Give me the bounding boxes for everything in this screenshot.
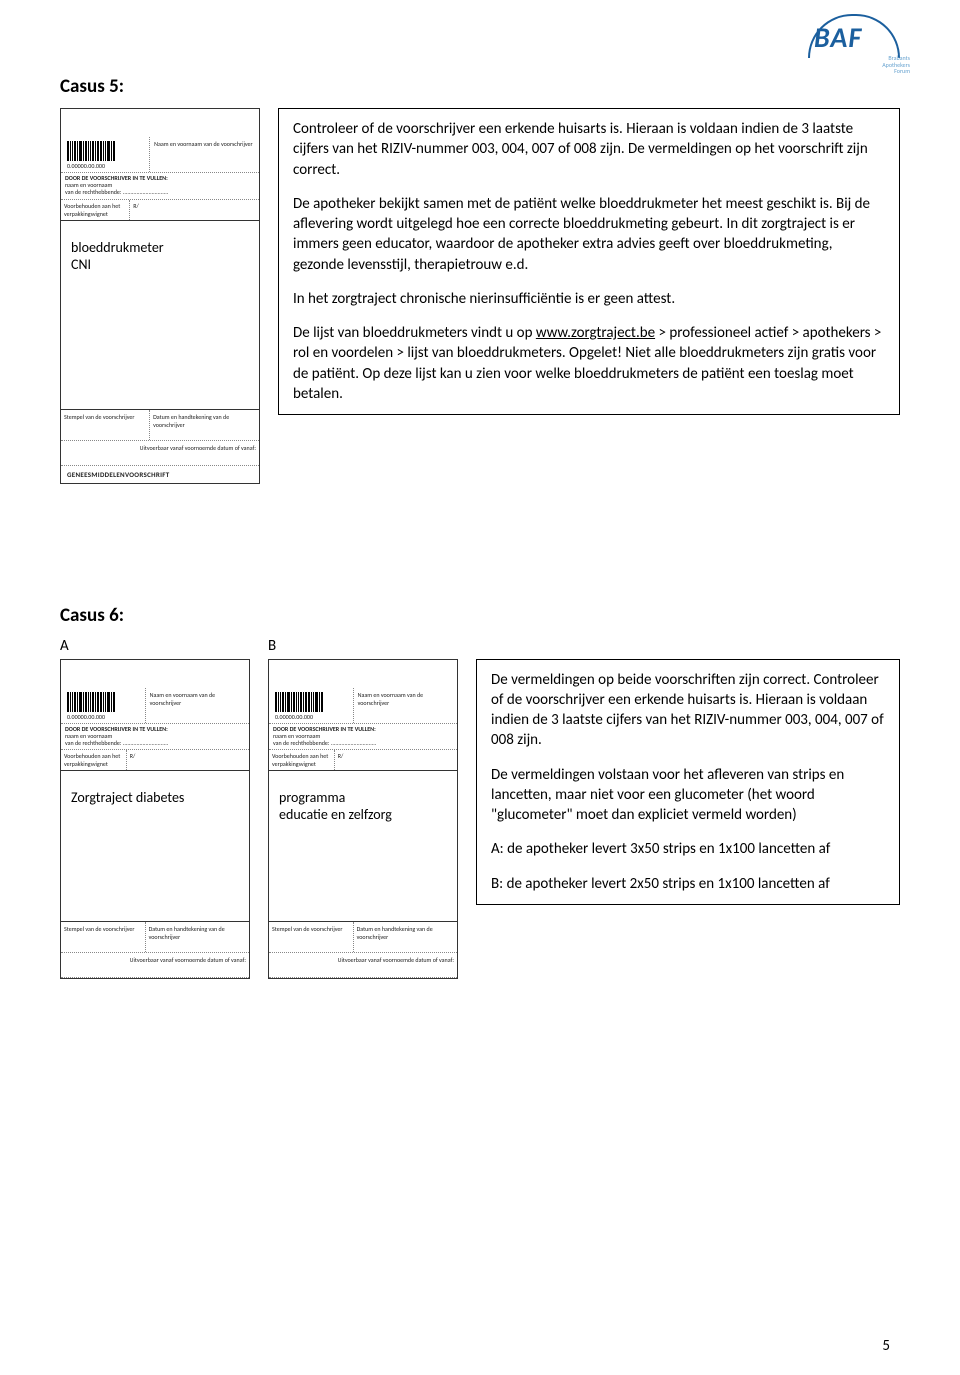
prescription-content: programma educatie en zelfzorg bbox=[279, 789, 447, 823]
vignette-label: Voorbehouden aan het verpakkingsvignet bbox=[269, 750, 335, 770]
r-slash: R/ bbox=[130, 200, 259, 220]
fill-instructions: DOOR DE VOORSCHRIJVER IN TE VULLEN: naam… bbox=[269, 724, 457, 751]
presc-top-blank bbox=[269, 660, 457, 688]
prescriber-name-label: Naam en voornaam van de voorschrijver bbox=[146, 688, 249, 723]
casus6-p3: A: de apotheker levert 3x50 strips en 1x… bbox=[491, 839, 885, 859]
casus6-p4: B: de apotheker levert 2x50 strips en 1x… bbox=[491, 874, 885, 894]
casus5-row: 0.00000.00.000 Naam en voornaam van de v… bbox=[60, 108, 900, 484]
prescription-body: bloeddrukmeter CNI bbox=[61, 221, 259, 409]
prescription-body: Zorgtraject diabetes bbox=[61, 771, 249, 921]
barcode-icon bbox=[67, 141, 143, 161]
form-b-label: B bbox=[268, 637, 458, 655]
stamp-row: Stempel van de voorschrijver Datum en ha… bbox=[61, 409, 259, 440]
casus6-form-b-col: B 0.00000.00.000 Naam en voornaam van de… bbox=[268, 637, 458, 980]
casus6-row: A 0.00000.00.000 Naam en voornaam van de… bbox=[60, 637, 900, 980]
date-signature-label: Datum en handtekening van de voorschrijv… bbox=[354, 922, 457, 952]
stamp-label: Stempel van de voorschrijver bbox=[61, 922, 146, 952]
presc-top-blank bbox=[61, 660, 249, 688]
barcode-icon bbox=[275, 692, 347, 712]
prescription-form-a: 0.00000.00.000 Naam en voornaam van de v… bbox=[60, 659, 250, 980]
barcode-number: 0.00000.00.000 bbox=[67, 162, 143, 170]
r-slash: R/ bbox=[127, 750, 249, 770]
casus5-p1: Controleer of de voorschrijver een erken… bbox=[293, 119, 885, 180]
reserve-row: Voorbehouden aan het verpakkingsvignet R… bbox=[61, 750, 249, 771]
page-number: 5 bbox=[882, 1337, 890, 1355]
baf-logo: BAF Brabants Apothekers Forum bbox=[800, 10, 910, 75]
prescription-content: bloeddrukmeter CNI bbox=[71, 239, 249, 273]
casus6-p2: De vermeldingen volstaan voor het afleve… bbox=[491, 765, 885, 826]
vignette-label: Voorbehouden aan het verpakkingsvignet bbox=[61, 750, 127, 770]
prescriber-name-label: Naam en voornaam van de voorschrijver bbox=[354, 688, 457, 723]
casus5-p2: De apotheker bekijkt samen met de patiën… bbox=[293, 194, 885, 275]
executable-from-row: Uitvoerbaar vanaf voornoemde datum of va… bbox=[61, 952, 249, 978]
fill-instructions: DOOR DE VOORSCHRIJVER IN TE VULLEN: naam… bbox=[61, 724, 249, 751]
stamp-label: Stempel van de voorschrijver bbox=[61, 410, 150, 440]
presc-barcode-row: 0.00000.00.000 Naam en voornaam van de v… bbox=[61, 137, 259, 173]
prescription-form-b: 0.00000.00.000 Naam en voornaam van de v… bbox=[268, 659, 458, 980]
vignette-label: Voorbehouden aan het verpakkingsvignet bbox=[61, 200, 130, 220]
casus6-heading: Casus 6: bbox=[60, 604, 900, 627]
logo-subtitle: Brabants Apothekers Forum bbox=[882, 55, 910, 75]
stamp-row: Stempel van de voorschrijver Datum en ha… bbox=[61, 921, 249, 952]
casus5-heading: Casus 5: bbox=[60, 75, 900, 98]
zorgtraject-link[interactable]: www.zorgtraject.be bbox=[536, 324, 655, 342]
presc-top-blank bbox=[61, 109, 259, 137]
casus6-p1: De vermeldingen op beide voorschriften z… bbox=[491, 670, 885, 751]
stamp-label: Stempel van de voorschrijver bbox=[269, 922, 354, 952]
date-signature-label: Datum en handtekening van de voorschrijv… bbox=[150, 410, 259, 440]
casus5-info-box: Controleer of de voorschrijver een erken… bbox=[278, 108, 900, 415]
barcode-number: 0.00000.00.000 bbox=[67, 713, 139, 721]
date-signature-label: Datum en handtekening van de voorschrijv… bbox=[146, 922, 249, 952]
barcode-cell: 0.00000.00.000 bbox=[61, 137, 150, 172]
logo-text: BAF bbox=[814, 20, 862, 55]
fill-instructions: DOOR DE VOORSCHRIJVER IN TE VULLEN: naam… bbox=[61, 173, 259, 200]
barcode-cell: 0.00000.00.000 bbox=[61, 688, 146, 723]
prescription-form-casus5: 0.00000.00.000 Naam en voornaam van de v… bbox=[60, 108, 260, 484]
document-page: BAF Brabants Apothekers Forum Casus 5: 0… bbox=[0, 0, 960, 1375]
presc-barcode-row: 0.00000.00.000 Naam en voornaam van de v… bbox=[61, 688, 249, 724]
reserve-row: Voorbehouden aan het verpakkingsvignet R… bbox=[269, 750, 457, 771]
prescription-body: programma educatie en zelfzorg bbox=[269, 771, 457, 921]
fill-sub: naam en voornaamvan de rechthebbende: ..… bbox=[65, 181, 168, 196]
prescriber-name-label: Naam en voornaam van de voorschrijver bbox=[150, 137, 259, 172]
executable-from-row: Uitvoerbaar vanaf voornoemde datum of va… bbox=[61, 440, 259, 466]
casus6-info-box: De vermeldingen op beide voorschriften z… bbox=[476, 659, 900, 905]
presc-barcode-row: 0.00000.00.000 Naam en voornaam van de v… bbox=[269, 688, 457, 724]
stamp-row: Stempel van de voorschrijver Datum en ha… bbox=[269, 921, 457, 952]
prescription-footer-label: GENEESMIDDELENVOORSCHRIFT bbox=[61, 466, 259, 483]
barcode-icon bbox=[67, 692, 139, 712]
form-a-label: A bbox=[60, 637, 250, 655]
casus6-form-a-col: A 0.00000.00.000 Naam en voornaam van de… bbox=[60, 637, 250, 980]
casus5-p3: In het zorgtraject chronische nierinsuff… bbox=[293, 289, 885, 309]
reserve-row: Voorbehouden aan het verpakkingsvignet R… bbox=[61, 200, 259, 221]
executable-from-row: Uitvoerbaar vanaf voornoemde datum of va… bbox=[269, 952, 457, 978]
casus5-p4: De lijst van bloeddrukmeters vindt u op … bbox=[293, 323, 885, 404]
prescription-content: Zorgtraject diabetes bbox=[71, 789, 239, 806]
barcode-number: 0.00000.00.000 bbox=[275, 713, 347, 721]
barcode-cell: 0.00000.00.000 bbox=[269, 688, 354, 723]
r-slash: R/ bbox=[335, 750, 457, 770]
